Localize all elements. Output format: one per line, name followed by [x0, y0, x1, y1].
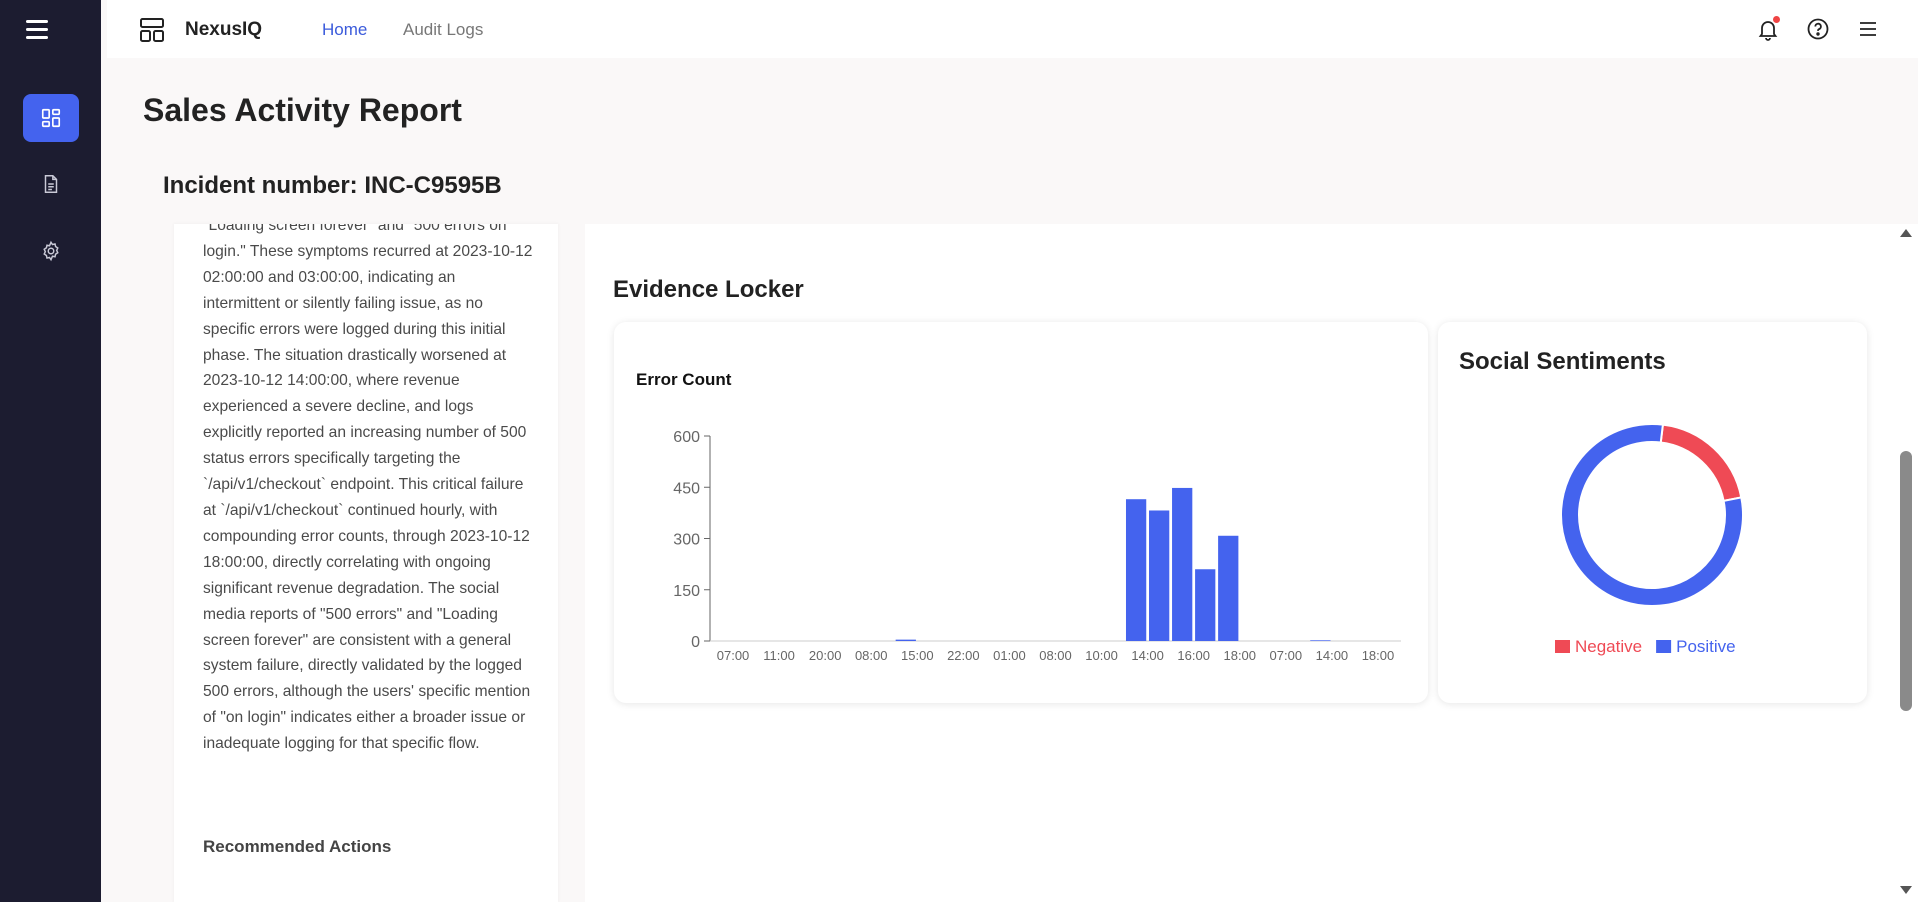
y-tick-label: 150	[673, 583, 700, 600]
x-tick-label: 20:00	[809, 648, 842, 663]
x-tick-label: 07:00	[717, 648, 750, 663]
x-tick-label: 16:00	[1177, 648, 1210, 663]
legend-swatch	[1656, 640, 1672, 653]
settings-nav-button[interactable]	[23, 227, 79, 275]
incident-number: Incident number: INC-C9595B	[163, 172, 502, 199]
legend-swatch	[1555, 640, 1570, 653]
x-tick-label: 10:00	[1085, 648, 1118, 663]
y-tick-label: 300	[673, 532, 700, 549]
logo-icon	[140, 18, 164, 42]
document-nav-button[interactable]	[23, 160, 79, 208]
bell-icon	[1758, 21, 1778, 41]
y-tick-label: 0	[691, 634, 700, 651]
error-bar[interactable]	[1125, 499, 1147, 641]
evidence-locker-title: Evidence Locker	[613, 276, 804, 303]
legend-label[interactable]: Positive	[1676, 637, 1736, 656]
pie-chart-title: Social Sentiments	[1459, 348, 1666, 375]
notifications-button[interactable]	[1755, 16, 1781, 42]
menu-icon	[1860, 22, 1876, 36]
document-icon	[44, 175, 58, 193]
legend-label[interactable]: Negative	[1575, 637, 1642, 656]
x-tick-label: 18:00	[1362, 648, 1395, 663]
x-tick-label: 08:00	[1039, 648, 1072, 663]
bar-chart-title: Error Count	[636, 370, 732, 389]
page-title: Sales Activity Report	[143, 92, 462, 128]
top-bar: NexusIQ Home Audit Logs	[107, 0, 1918, 58]
error-count-chart: 0 150 300 450 600 07:00 11:00 20:00 08:00 15:00 22…	[673, 429, 1401, 663]
help-button[interactable]	[1805, 16, 1831, 42]
x-tick-label: 01:00	[993, 648, 1026, 663]
more-menu-button[interactable]	[1855, 16, 1881, 42]
x-tick-label: 18:00	[1223, 648, 1256, 663]
y-tick-label: 600	[673, 429, 700, 446]
gear-icon	[43, 240, 59, 262]
sentiment-slice-negative[interactable]	[1659, 423, 1743, 503]
dashboard-icon	[41, 108, 61, 128]
error-bar[interactable]	[1310, 640, 1331, 641]
error-bar[interactable]	[1149, 510, 1170, 641]
dashboard-nav-button[interactable]	[23, 94, 79, 142]
error-bar[interactable]	[1172, 487, 1193, 641]
error-bar[interactable]	[895, 639, 916, 641]
x-tick-label: 22:00	[947, 648, 980, 663]
recommended-actions-heading: Recommended Actions	[203, 837, 392, 856]
nav-audit-logs-link[interactable]: Audit Logs	[403, 20, 484, 39]
help-icon	[1807, 18, 1829, 40]
social-sentiments-chart: Negative Positive	[1555, 423, 1744, 656]
error-bar[interactable]	[1195, 569, 1216, 641]
x-tick-label: 15:00	[901, 648, 934, 663]
x-tick-label: 11:00	[763, 648, 795, 663]
error-count-card: Error Count 0 150 300 450 600 07:00 11:00 20:00…	[614, 322, 1428, 703]
scroll-down-arrow-icon[interactable]	[1900, 886, 1912, 894]
x-tick-label: 14:00	[1316, 648, 1349, 663]
sentiment-slice-positive[interactable]	[1560, 423, 1744, 607]
narrative-text: "Loading screen forever" and "500 errors…	[203, 224, 533, 753]
scroll-thumb[interactable]	[1900, 451, 1912, 711]
notification-dot	[1773, 16, 1780, 23]
x-tick-label: 07:00	[1270, 648, 1303, 663]
hamburger-icon[interactable]	[26, 20, 48, 40]
x-tick-label: 08:00	[855, 648, 888, 663]
error-bar[interactable]	[1218, 535, 1239, 641]
app-name: NexusIQ	[185, 19, 263, 40]
y-tick-label: 450	[673, 480, 700, 497]
scroll-up-arrow-icon[interactable]	[1900, 229, 1912, 237]
nav-home-link[interactable]: Home	[322, 20, 368, 39]
narrative-panel[interactable]: "Loading screen forever" and "500 errors…	[174, 224, 558, 902]
side-rail	[0, 0, 101, 902]
x-tick-label: 14:00	[1131, 648, 1164, 663]
social-sentiments-card: Social Sentiments Negative Positive	[1438, 322, 1867, 703]
